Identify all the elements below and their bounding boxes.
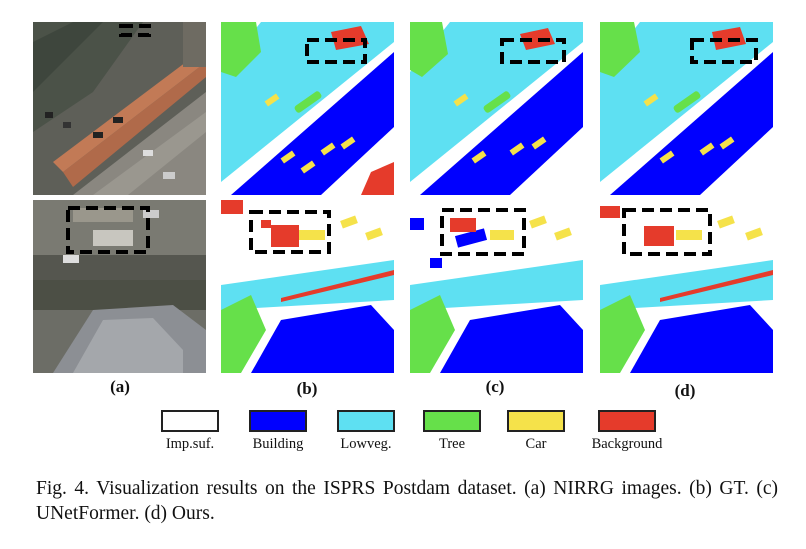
legend-label: Lowveg. (340, 436, 392, 452)
gt-map-row1 (221, 22, 394, 195)
legend-item-tree: Tree (414, 410, 490, 453)
ours-map-row2 (600, 200, 773, 373)
column-label-c: (c) (485, 377, 505, 396)
ours-map-row1 (600, 22, 773, 195)
unetformer-map-row1 (410, 22, 583, 195)
legend-label: Imp.suf. (165, 436, 215, 452)
legend-item-background: Background (582, 410, 672, 453)
gt-map-row2 (221, 200, 394, 373)
legend-item-lowveg: Lowveg. (328, 410, 404, 453)
column-label-b: (b) (296, 379, 318, 398)
legend-item-building: Building (240, 410, 316, 453)
legend-label: Building (252, 436, 304, 452)
column-label-d: (d) (674, 381, 696, 400)
column-label-a: (a) (110, 377, 130, 396)
legend-label: Car (525, 436, 547, 452)
legend-label: Tree (438, 436, 466, 452)
nirrg-image-row2 (33, 200, 206, 373)
legend-swatch-car (507, 410, 565, 432)
legend-swatch-lowveg (337, 410, 395, 432)
figure-caption: Fig. 4. Visualization results on the ISP… (36, 478, 778, 524)
legend-item-imp-surf: Imp.suf. (152, 410, 228, 453)
legend-swatch-background (598, 410, 656, 432)
legend-item-car: Car (498, 410, 574, 453)
legend: Imp.suf. Building Lowveg. Tree Car Backg… (152, 410, 672, 466)
unetformer-map-row2 (410, 200, 583, 373)
legend-swatch-building (249, 410, 307, 432)
legend-label: Background (591, 436, 663, 452)
legend-swatch-imp-surf (161, 410, 219, 432)
nirrg-image-row1 (33, 22, 206, 195)
legend-swatch-tree (423, 410, 481, 432)
